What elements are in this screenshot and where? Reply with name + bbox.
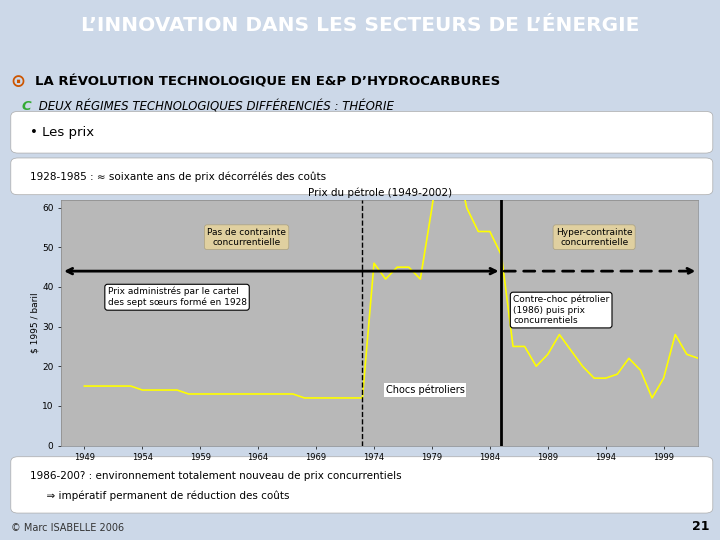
Title: Prix du pétrole (1949-2002): Prix du pétrole (1949-2002) — [307, 187, 452, 198]
Text: DEUX RÉGIMES TECHNOLOGIQUES DIFFÉRENCIÉS : THÉORIE: DEUX RÉGIMES TECHNOLOGIQUES DIFFÉRENCIÉS… — [35, 100, 393, 113]
Text: ⊙: ⊙ — [11, 73, 26, 91]
FancyBboxPatch shape — [11, 158, 713, 195]
Text: • Les prix: • Les prix — [30, 125, 94, 139]
Text: Pas de contrainte
concurrentielle: Pas de contrainte concurrentielle — [207, 227, 286, 247]
FancyBboxPatch shape — [11, 457, 713, 513]
Text: Prix administrés par le cartel
des sept sœurs formé en 1928: Prix administrés par le cartel des sept … — [107, 287, 246, 307]
Text: C: C — [22, 100, 32, 113]
Text: Hyper-contrainte
concurrentielle: Hyper-contrainte concurrentielle — [556, 227, 632, 247]
Text: 21: 21 — [692, 519, 709, 532]
Text: Chocs pétroliers: Chocs pétroliers — [386, 385, 464, 395]
FancyBboxPatch shape — [11, 111, 713, 153]
Text: 1986-200? : environnement totalement nouveau de prix concurrentiels: 1986-200? : environnement totalement nou… — [30, 471, 402, 481]
Text: ⇒ impératif permanent de réduction des coûts: ⇒ impératif permanent de réduction des c… — [40, 491, 289, 501]
Text: L’INNOVATION DANS LES SECTEURS DE L’ÉNERGIE: L’INNOVATION DANS LES SECTEURS DE L’ÉNER… — [81, 16, 639, 35]
Text: LA RÉVOLUTION TECHNOLOGIQUE EN E&P D’HYDROCARBURES: LA RÉVOLUTION TECHNOLOGIQUE EN E&P D’HYD… — [35, 76, 500, 89]
Y-axis label: $ 1995 / baril: $ 1995 / baril — [30, 292, 40, 353]
Text: Contre-choc pétrolier
(1986) puis prix
concurrentiels: Contre-choc pétrolier (1986) puis prix c… — [513, 295, 609, 325]
Text: 1928-1985 : ≈ soixante ans de prix décorrélés des coûts: 1928-1985 : ≈ soixante ans de prix décor… — [30, 171, 326, 182]
Text: © Marc ISABELLE 2006: © Marc ISABELLE 2006 — [11, 523, 124, 532]
